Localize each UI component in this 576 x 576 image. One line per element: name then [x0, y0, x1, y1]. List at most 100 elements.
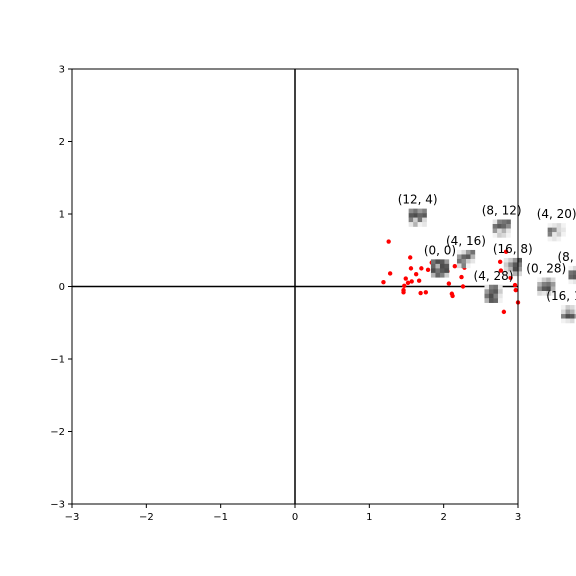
image-tile-pixel [484, 298, 490, 303]
image-tile-pixel [493, 298, 499, 303]
image-tile-pixel [470, 249, 476, 255]
x-tick-label: −3 [65, 512, 80, 523]
image-tile-pixel [561, 223, 566, 228]
y-tick-label: 2 [59, 137, 65, 148]
scatter-point [497, 259, 503, 265]
image-tile-pixel [456, 258, 462, 264]
image-tile-pixel [493, 289, 499, 294]
axis-ticks: −3 −2 −1 0 1 2 3 −3 −2 −1 0 1 2 3 [50, 65, 521, 524]
scatter-point [408, 266, 414, 271]
image-tile-pixel [508, 257, 513, 263]
image-tile-pixel [506, 228, 511, 234]
scatter-point [501, 309, 507, 315]
scatter-point [401, 290, 406, 295]
image-tile-pixel [497, 224, 502, 229]
image-tile-pixel [408, 222, 414, 227]
image-tile-pixel [512, 266, 518, 272]
image-tile-pixel [422, 217, 427, 223]
image-tile-pixel [546, 286, 551, 292]
image-tile-pixel [439, 268, 445, 274]
y-tick-label: 0 [59, 282, 65, 293]
image-tile-pixel [444, 268, 450, 274]
scatter-point [452, 264, 458, 269]
image-tile-pixel [546, 282, 551, 287]
image-tile [456, 249, 476, 269]
y-tick-label: −2 [50, 427, 65, 438]
scatter-point [460, 284, 466, 289]
image-tile [430, 259, 450, 278]
image-tile-pixel [422, 208, 427, 214]
image-tile-pixel [561, 314, 566, 319]
image-tile-pixel [568, 265, 574, 271]
scatter-point [425, 267, 431, 273]
y-tick-label: −3 [50, 500, 65, 511]
image-tile-pixel [422, 222, 427, 227]
scatter-point [446, 281, 452, 286]
scatter-point [386, 239, 391, 244]
image-tile-pixel [417, 208, 423, 214]
image-tile-pixel [430, 272, 436, 278]
image-tile-pixel [408, 208, 414, 214]
image-tile-pixel [435, 272, 441, 278]
image-tile-pixel [570, 318, 575, 324]
image-tile-pixel [492, 219, 498, 225]
y-tick-label: 1 [59, 210, 65, 221]
image-tile-pixel [556, 236, 562, 242]
image-tile-pixel [501, 228, 507, 234]
image-tile-pixel [413, 217, 418, 223]
scatter-point [450, 293, 455, 299]
image-tile-pixel [493, 293, 499, 299]
image-tile-pixel [456, 249, 462, 255]
image-tile-pixel [574, 305, 576, 310]
image-tile-pixel [537, 277, 542, 283]
image-tile-pixel [456, 254, 462, 260]
image-tile-pixel [503, 271, 509, 277]
image-tile-pixel [501, 219, 507, 225]
scatter-point [423, 290, 429, 295]
image-tile-pixel [461, 249, 467, 255]
image-tile-pixel [492, 228, 498, 234]
image-tile-pixel [503, 257, 509, 263]
image-tile-pixel [497, 219, 502, 225]
image-tile-pixel [435, 259, 441, 265]
image-tile-pixel [570, 309, 575, 315]
image-tile [568, 265, 576, 285]
scatter-point [513, 287, 518, 293]
image-tile-pixel [503, 262, 509, 268]
x-tick-label: 0 [292, 512, 298, 523]
image-tile-pixel [541, 291, 547, 296]
image-tile-pixel [517, 257, 522, 263]
image-tile-pixel [572, 274, 576, 280]
image-tile-pixel [492, 224, 498, 229]
image-tile-pixel [565, 318, 571, 324]
image-tile-pixel [465, 258, 471, 264]
scatter-point [387, 271, 393, 276]
image-tile-pixel [493, 284, 499, 290]
x-tick-label: −2 [139, 512, 154, 523]
image-tile-pixel [547, 223, 553, 228]
image-tile-pixel [556, 223, 562, 228]
image-tile-pixel [501, 233, 507, 238]
image-tile-pixel [470, 263, 476, 269]
image-tile-pixel [570, 314, 575, 319]
image-tile-pixel [484, 289, 490, 294]
image-tile-pixel [488, 289, 494, 294]
image-tile-pixel [506, 219, 511, 225]
image-tile-pixel [430, 268, 436, 274]
image-tile-pixel [561, 309, 566, 315]
image-tile-pixel [461, 254, 467, 260]
image-tile-pixel [465, 263, 471, 269]
image-tile-pixel [547, 227, 553, 233]
scatter-point [416, 278, 422, 283]
image-tile-pixel [552, 236, 557, 242]
image-tile-pixel [568, 279, 574, 285]
plot-marks: (12, 4) (0, 0)(4, 16) (8, 12) (16, 8) (4, 28… [72, 69, 576, 504]
annotation-label: (8, 12) [482, 204, 522, 218]
image-tile-pixel [508, 266, 513, 272]
scatter-point [381, 279, 386, 285]
image-tile-pixel [413, 213, 418, 218]
image-tile-pixel [541, 277, 547, 283]
image-tile-pixel [537, 286, 542, 292]
image-tile-pixel [541, 286, 547, 292]
